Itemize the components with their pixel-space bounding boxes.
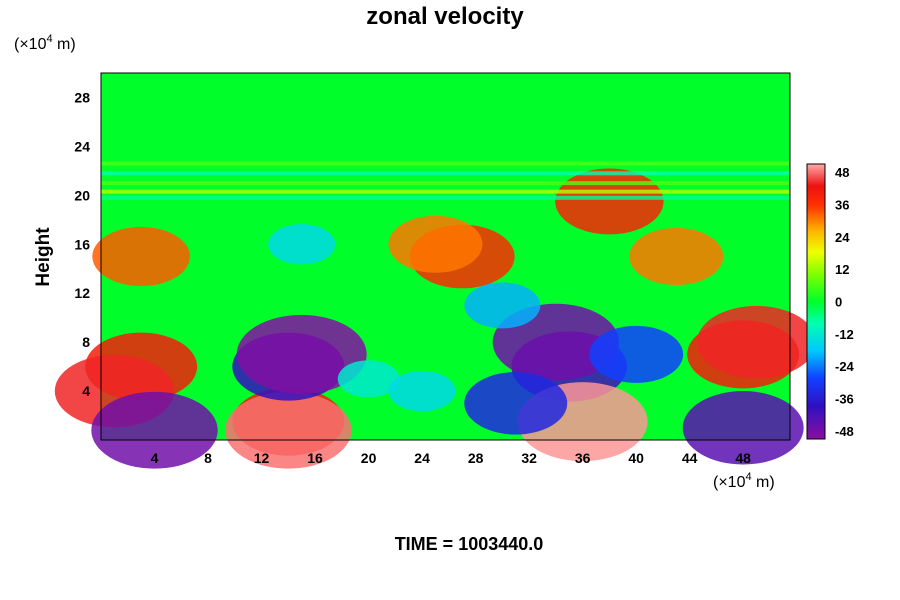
contour-feature-20 [388,370,456,412]
chart-title: zonal velocity [366,3,524,30]
contour-feature-11 [696,305,817,379]
x-tick-label: 32 [521,450,537,466]
y-tick-label: 28 [74,89,90,105]
contour-feature-22 [464,282,541,329]
x-tick-label: 8 [204,450,212,466]
colorbar-tick-label: -48 [835,424,854,439]
colorbar-tick-label: 36 [835,197,849,212]
plot-border [100,72,791,441]
y-tick-label: 8 [82,334,90,350]
x-tick-label: 36 [575,450,591,466]
contour-feature-23 [268,224,336,265]
x-tick-label: 40 [628,450,644,466]
x-tick-label: 4 [151,450,159,466]
contour-feature-5 [236,314,367,394]
contour-feature-12 [682,391,804,465]
stratified-band-0 [101,189,790,194]
contour-feature-15 [388,215,483,273]
x-tick-label: 16 [307,450,323,466]
contour-feature-16 [629,228,724,285]
stratified-band-2 [101,171,790,176]
x-tick-label: 20 [361,450,377,466]
x-tick-label: 44 [682,450,698,466]
y-tick-label: 24 [74,138,90,154]
time-label: TIME = 1003440.0 [395,534,544,554]
y-tick-label: 16 [74,236,90,252]
y-tick-label: 20 [74,187,90,203]
stratified-band-4 [101,161,790,166]
colorbar-tick-label: -36 [835,392,854,407]
contour-feature-17 [92,226,190,287]
stratified-band-1 [101,181,790,186]
contour-feature-18 [555,168,664,235]
y-tick-label: 12 [74,285,90,301]
colorbar-tick-label: -12 [835,327,854,342]
y-axis-ticks: 4 8 12 16 20 24 28 [74,89,90,399]
x-tick-label: 24 [414,450,430,466]
x-axis-ticks: 4 8 12 16 20 24 28 32 36 40 44 48 [151,450,752,466]
x-unit-label: (×104 m) [713,471,775,491]
contour-feature-8 [589,325,684,383]
x-tick-label: 28 [468,450,484,466]
y-tick-label: 4 [82,383,90,399]
colorbar-tick-label: 0 [835,295,842,310]
colorbar-tick-label: 24 [835,230,850,245]
colorbar: 48 36 24 12 0 -12 -24 -36 -48 [806,163,855,440]
x-tick-label: 48 [735,450,751,466]
contour-feature-3 [225,391,352,469]
y-unit-label: (×104 m) [14,33,76,53]
y-axis-label: Height [33,227,54,287]
contour-feature-21 [464,372,568,435]
colorbar-tick-label: -24 [835,359,855,374]
stratified-band-3 [101,195,790,200]
contour-feature-13 [91,391,218,469]
contour-feature-19 [337,360,400,398]
colorbar-gradient [806,163,826,440]
x-tick-label: 12 [254,450,270,466]
colorbar-tick-label: 48 [835,165,849,180]
colorbar-tick-label: 12 [835,262,849,277]
plot-area [54,72,817,469]
